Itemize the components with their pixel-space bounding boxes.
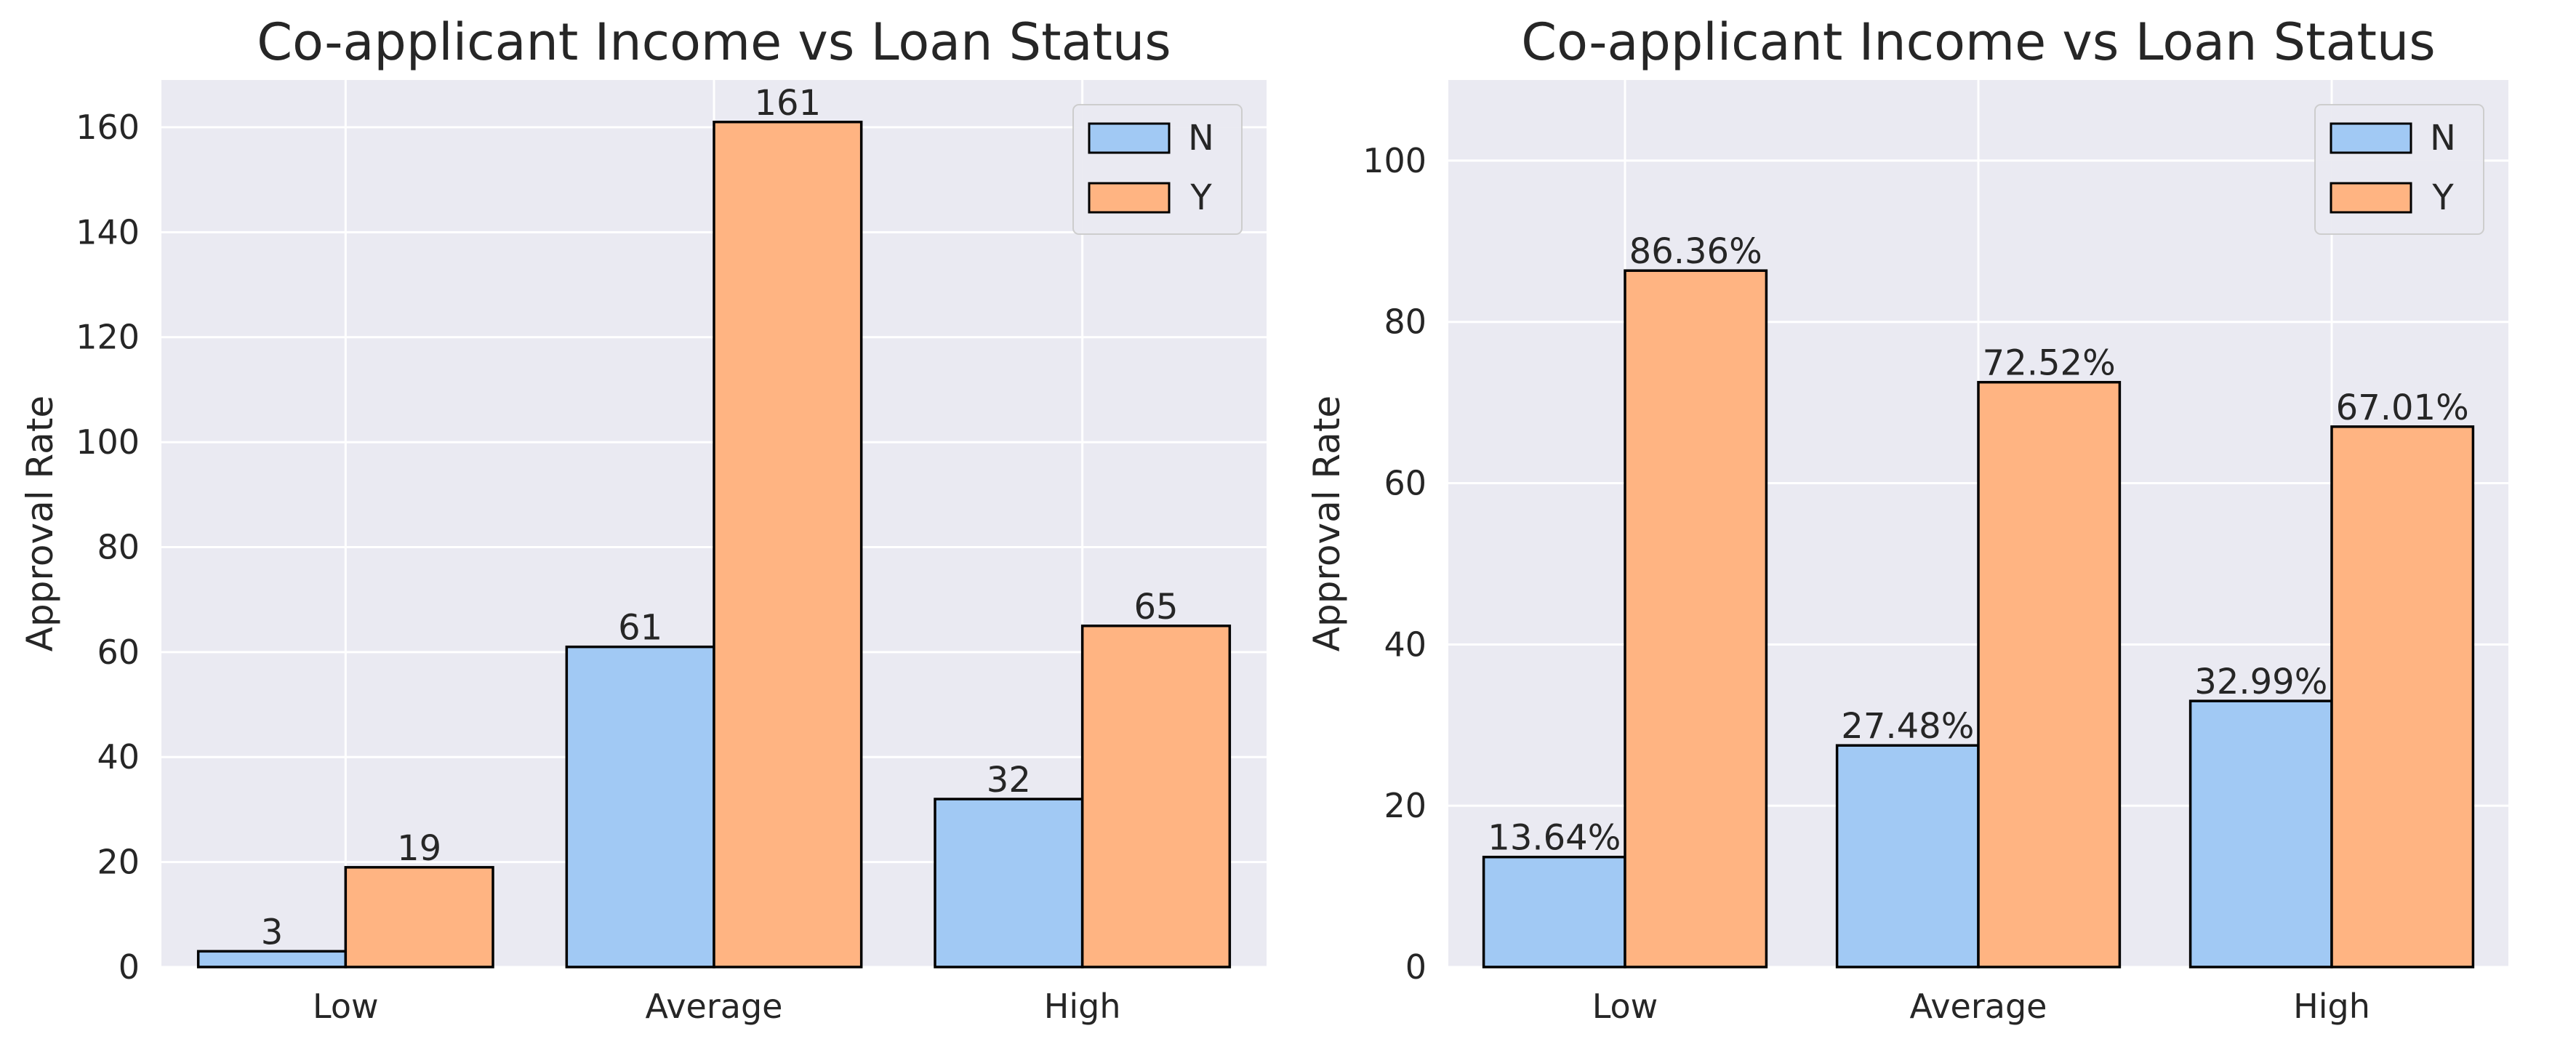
y-tick-label: 140 <box>76 212 140 252</box>
y-tick-label: 120 <box>76 318 140 357</box>
y-tick-label: 60 <box>1384 464 1427 503</box>
bar-value-label: 3 <box>261 912 284 952</box>
bar-value-label: 32 <box>987 760 1031 801</box>
y-tick-label: 100 <box>76 422 140 462</box>
bar-y-low <box>1624 269 1768 968</box>
bar-value-label: 161 <box>755 83 822 124</box>
legend-swatch-y <box>1088 182 1171 214</box>
y-tick-label: 60 <box>97 633 140 672</box>
y-tick-label: 80 <box>97 527 140 566</box>
chart-title: Co-applicant Income vs Loan Status <box>1521 12 2436 72</box>
x-tick-label: Low <box>313 987 379 1026</box>
legend-label-y: Y <box>1189 177 1212 218</box>
y-tick-label: 100 <box>1363 141 1427 180</box>
legend-swatch-n <box>2330 122 2412 154</box>
bar-value-label: 86.36% <box>1629 231 1762 272</box>
bar-value-label: 65 <box>1133 587 1178 627</box>
bar-n-low <box>196 950 348 968</box>
bar-value-label: 19 <box>397 828 441 869</box>
bar-y-low <box>344 866 494 968</box>
bar-value-label: 67.01% <box>2336 388 2469 428</box>
bar-n-average <box>565 645 715 968</box>
y-tick-label: 160 <box>76 108 140 147</box>
legend-label-n: N <box>2430 118 2456 159</box>
legend-label-n: N <box>1188 118 1214 159</box>
bar-n-high <box>934 798 1084 968</box>
bar-value-label: 72.52% <box>1983 343 2116 384</box>
y-tick-label: 0 <box>119 947 140 987</box>
y-tick-label: 40 <box>97 737 140 777</box>
x-tick-label: High <box>2293 987 2370 1026</box>
bar-y-average <box>713 121 863 968</box>
bar-value-label: 13.64% <box>1488 818 1621 859</box>
legend-swatch-n <box>1088 122 1171 154</box>
y-axis-label: Approval Rate <box>1306 396 1348 651</box>
bar-n-low <box>1482 855 1626 968</box>
y-tick-label: 40 <box>1384 625 1427 664</box>
bar-y-average <box>1977 380 2122 968</box>
x-tick-label: Low <box>1592 987 1658 1026</box>
bar-value-label: 61 <box>618 608 662 649</box>
bar-value-label: 27.48% <box>1841 706 1974 747</box>
legend-label-y: Y <box>2431 177 2454 218</box>
x-tick-label: Average <box>1910 987 2047 1026</box>
bar-y-high <box>1080 625 1232 968</box>
x-tick-label: Average <box>646 987 783 1026</box>
legend: NY <box>2314 104 2484 235</box>
y-tick-label: 20 <box>97 843 140 882</box>
y-tick-label: 20 <box>1384 786 1427 825</box>
bar-n-average <box>1835 744 1980 968</box>
bar-n-high <box>2188 699 2333 968</box>
y-tick-label: 80 <box>1384 302 1427 342</box>
y-axis-label: Approval Rate <box>19 396 61 651</box>
legend: NY <box>1072 104 1243 235</box>
chart-coapplicant-income-percent: Co-applicant Income vs Loan Status Appro… <box>1306 12 2508 1026</box>
bar-y-high <box>2330 425 2475 968</box>
legend-swatch-y <box>2330 182 2412 214</box>
chart-coapplicant-income-count: Co-applicant Income vs Loan Status Appro… <box>19 12 1267 1026</box>
y-tick-label: 0 <box>1405 947 1427 987</box>
x-tick-label: High <box>1044 987 1121 1026</box>
bar-value-label: 32.99% <box>2194 662 2327 702</box>
chart-title: Co-applicant Income vs Loan Status <box>257 12 1171 72</box>
